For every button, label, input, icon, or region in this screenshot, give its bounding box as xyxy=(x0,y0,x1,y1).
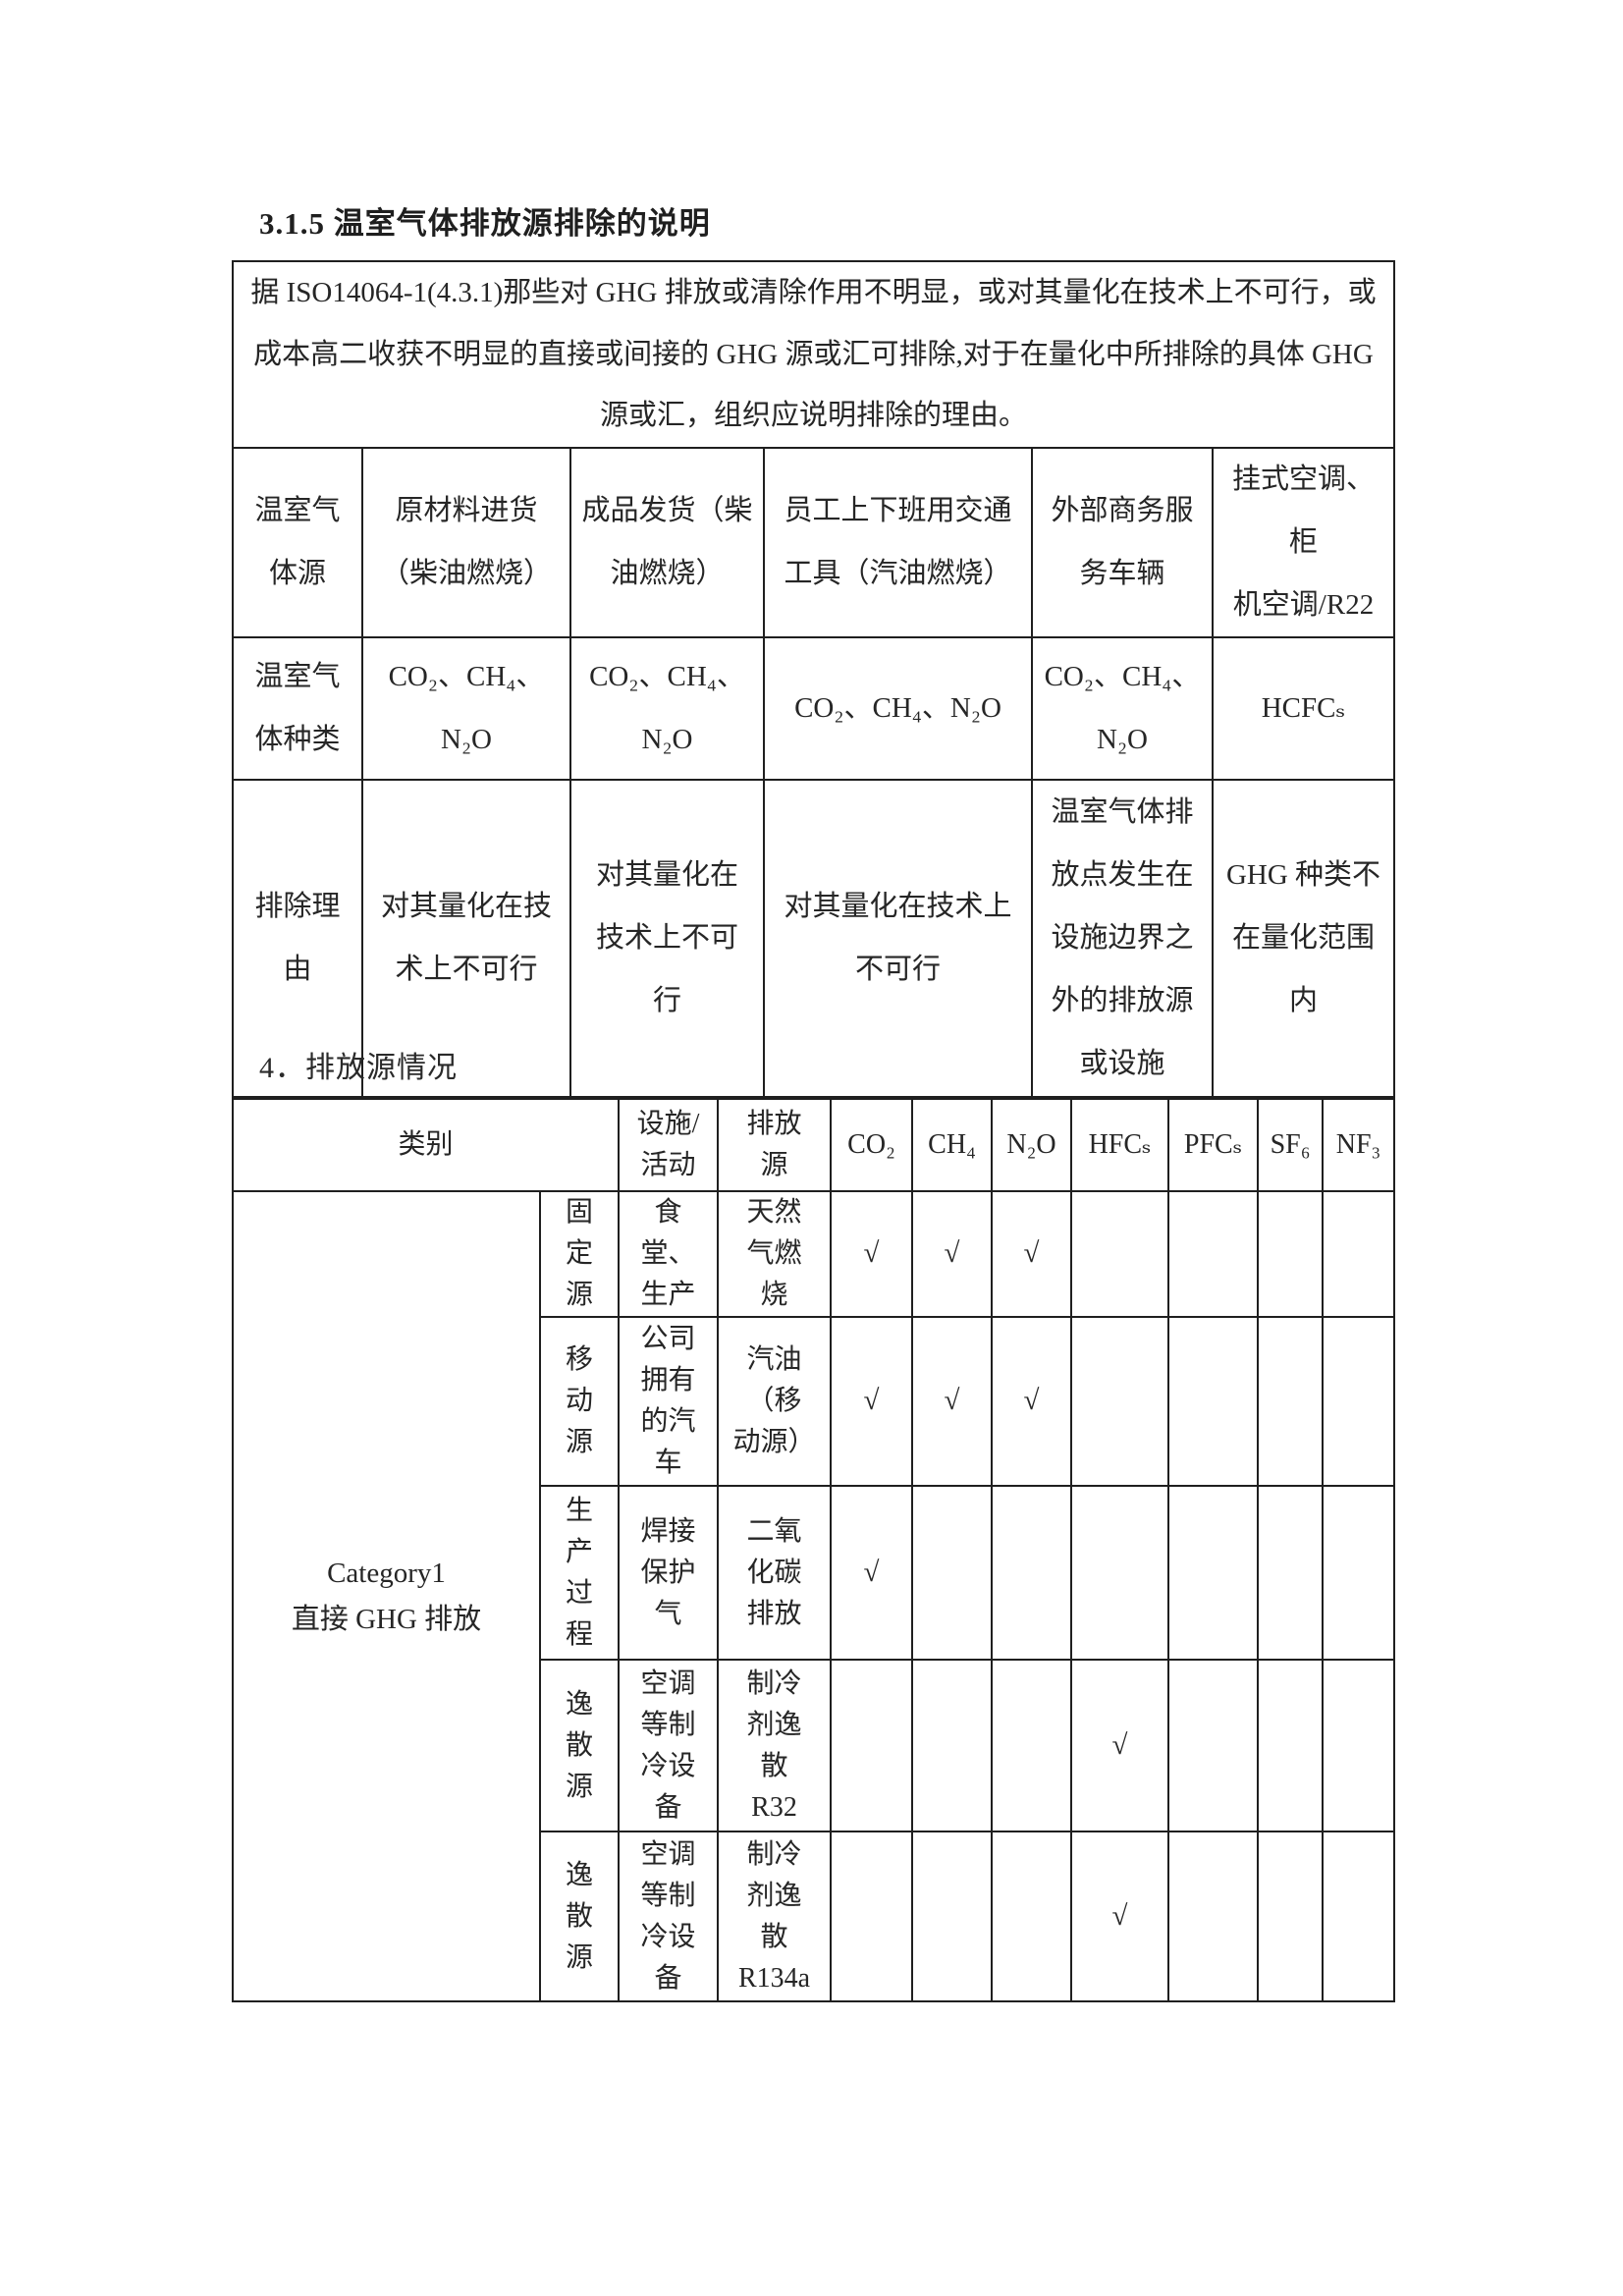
check-cell xyxy=(1322,1659,1396,1832)
emission-source-cell: 汽油 （移 动源） xyxy=(717,1316,833,1487)
emission-source-cell: 制冷 剂逸 散 R32 xyxy=(717,1659,833,1832)
check-cell xyxy=(991,1659,1073,1832)
check-cell: √ xyxy=(991,1316,1073,1487)
col-header-hfcs: HFCₛ xyxy=(1070,1098,1170,1192)
col-header-facility: 设施/ 活动 xyxy=(618,1098,720,1192)
check-cell xyxy=(1257,1316,1325,1487)
source-type-cell: 逸 散 源 xyxy=(538,1831,621,2002)
col-header-co2: CO₂ xyxy=(830,1098,914,1192)
table-row: 逸 散 源 空调 等制 冷设 备 制冷 剂逸 散 R134a √ xyxy=(233,1831,1396,2002)
col-header-ch4: CH₄ xyxy=(911,1098,994,1192)
source-type-cell: 生 产 过 程 xyxy=(538,1485,621,1661)
check-cell xyxy=(1257,1485,1325,1661)
exclusion-note: 据 ISO14064-1(4.3.1)那些对 GHG 排放或清除作用不明显，或对… xyxy=(232,260,1395,449)
table-cell: 挂式空调、柜 机空调/R22 xyxy=(1212,446,1395,639)
table-row: 据 ISO14064-1(4.3.1)那些对 GHG 排放或清除作用不明显，或对… xyxy=(232,260,1395,449)
table-cell: 成品发货（柴 油燃烧） xyxy=(569,446,765,639)
check-cell xyxy=(1322,1831,1396,2002)
facility-cell: 空调 等制 冷设 备 xyxy=(618,1659,720,1832)
facility-cell: 焊接 保护 气 xyxy=(618,1485,720,1661)
table-cell: CO₂、CH₄、 N₂O xyxy=(569,636,765,782)
col-header-n2o: N₂O xyxy=(991,1098,1073,1192)
table-cell: 对其量化在 技术上不可 行 xyxy=(569,779,765,1099)
check-cell: √ xyxy=(830,1190,914,1318)
table-cell: CO₂、CH₄、N₂O xyxy=(763,636,1033,782)
check-cell xyxy=(991,1831,1073,2002)
row-header-ghg-species: 温室气 体种类 xyxy=(232,636,363,782)
col-header-category: 类别 xyxy=(231,1098,621,1192)
facility-cell: 空调 等制 冷设 备 xyxy=(618,1831,720,2002)
table-header-row: 类别 设施/ 活动 排放 源 CO₂ CH₄ N₂O HFCₛ PFCₛ SF₆… xyxy=(231,1098,1396,1192)
check-cell: √ xyxy=(1070,1831,1170,2002)
table-row: 温室气 体源 原材料进货 （柴油燃烧） 成品发货（柴 油燃烧） 员工上下班用交通… xyxy=(232,446,1395,639)
check-cell xyxy=(1167,1190,1260,1318)
check-cell: √ xyxy=(991,1190,1073,1318)
source-type-cell: 固 定 源 xyxy=(538,1190,621,1318)
table-row: 排除理 由 对其量化在技 术上不可行 对其量化在 技术上不可 行 对其量化在技术… xyxy=(232,779,1395,1099)
check-cell xyxy=(1322,1316,1396,1487)
table-cell: 温室气体排 放点发生在 设施边界之 外的排放源 或设施 xyxy=(1031,779,1214,1099)
facility-cell: 食 堂、 生产 xyxy=(618,1190,720,1318)
table-cell: HCFCₛ xyxy=(1212,636,1395,782)
table-row: 温室气 体种类 CO₂、CH₄、 N₂O CO₂、CH₄、 N₂O CO₂、CH… xyxy=(232,636,1395,782)
section-title: 3.1.5 温室气体排放源排除的说明 xyxy=(259,206,711,241)
table-row: 生 产 过 程 焊接 保护 气 二氧 化碳 排放 √ xyxy=(233,1485,1396,1661)
check-cell xyxy=(1257,1190,1325,1318)
check-cell xyxy=(1167,1659,1260,1832)
table-cell: 原材料进货 （柴油燃烧） xyxy=(361,446,571,639)
col-header-emission-source: 排放 源 xyxy=(717,1098,833,1192)
table-cell: CO₂、CH₄、 N₂O xyxy=(361,636,571,782)
check-cell xyxy=(911,1831,994,2002)
table-row: Category1 直接 GHG 排放 固 定 源 食 堂、 生产 天然 气燃 … xyxy=(232,1190,1396,2002)
check-cell xyxy=(1257,1659,1325,1832)
section-title-2: 4．排放源情况 xyxy=(259,1052,458,1084)
check-cell xyxy=(1167,1831,1260,2002)
check-cell xyxy=(1167,1485,1260,1661)
check-cell xyxy=(1257,1831,1325,2002)
emission-source-cell: 二氧 化碳 排放 xyxy=(717,1485,833,1661)
check-cell: √ xyxy=(1070,1659,1170,1832)
check-cell xyxy=(1070,1316,1170,1487)
check-cell xyxy=(830,1831,914,2002)
row-header-ghg-source: 温室气 体源 xyxy=(232,446,363,639)
check-cell xyxy=(1167,1316,1260,1487)
table-cell: CO₂、CH₄、 N₂O xyxy=(1031,636,1214,782)
row-header-exclusion-reason: 排除理 由 xyxy=(232,779,363,1099)
check-cell xyxy=(1070,1190,1170,1318)
source-type-cell: 逸 散 源 xyxy=(538,1659,621,1832)
col-header-pfcs: PFCₛ xyxy=(1167,1098,1260,1192)
emission-source-cell: 天然 气燃 烧 xyxy=(717,1190,833,1318)
col-header-nf3: NF₃ xyxy=(1322,1098,1396,1192)
check-cell xyxy=(830,1659,914,1832)
table-row: 逸 散 源 空调 等制 冷设 备 制冷 剂逸 散 R32 √ xyxy=(233,1659,1396,1832)
check-cell xyxy=(1070,1485,1170,1661)
check-cell xyxy=(911,1659,994,1832)
category-cell: Category1 直接 GHG 排放 xyxy=(232,1190,541,2002)
facility-cell: 公司 拥有 的汽 车 xyxy=(618,1316,720,1487)
check-cell xyxy=(911,1485,994,1661)
check-cell: √ xyxy=(911,1316,994,1487)
table-cell: 外部商务服 务车辆 xyxy=(1031,446,1214,639)
check-cell: √ xyxy=(911,1190,994,1318)
check-cell xyxy=(1322,1485,1396,1661)
emission-source-cell: 制冷 剂逸 散 R134a xyxy=(717,1831,833,2002)
check-cell: √ xyxy=(830,1485,914,1661)
check-cell xyxy=(991,1485,1073,1661)
col-header-sf6: SF₆ xyxy=(1257,1098,1325,1192)
source-type-cell: 移 动 源 xyxy=(538,1316,621,1487)
check-cell: √ xyxy=(830,1316,914,1487)
table-cell: GHG 种类不 在量化范围 内 xyxy=(1212,779,1395,1099)
table-cell: 对其量化在技 术上不可行 xyxy=(361,779,571,1099)
table-cell: 员工上下班用交通 工具（汽油燃烧） xyxy=(763,446,1033,639)
table-row: 移 动 源 公司 拥有 的汽 车 汽油 （移 动源） √ √ √ xyxy=(233,1316,1396,1487)
emission-table: 类别 设施/ 活动 排放 源 CO₂ CH₄ N₂O HFCₛ PFCₛ SF₆… xyxy=(231,1098,1396,2002)
table-cell: 对其量化在技术上 不可行 xyxy=(763,779,1033,1099)
exclusion-table: 据 ISO14064-1(4.3.1)那些对 GHG 排放或清除作用不明显，或对… xyxy=(232,260,1395,1099)
check-cell xyxy=(1322,1190,1396,1318)
